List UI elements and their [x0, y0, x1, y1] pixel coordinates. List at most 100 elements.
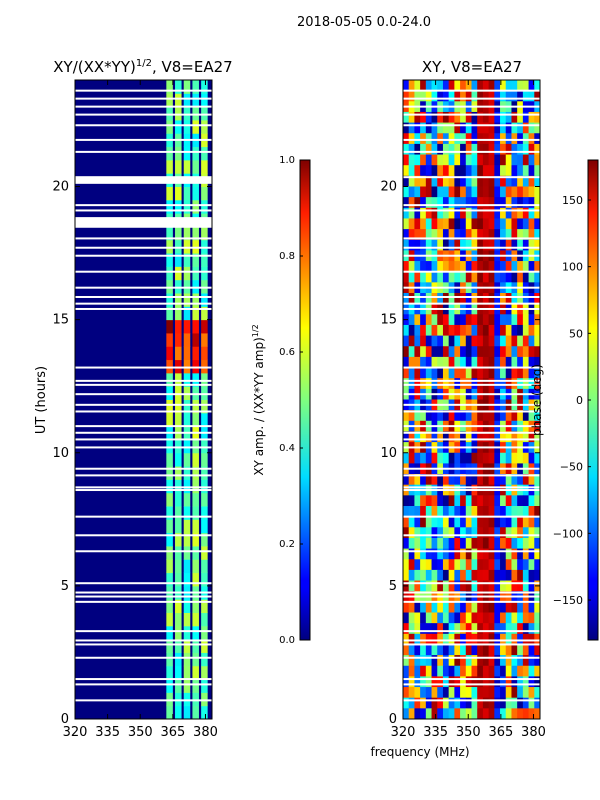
phase-cell [522, 378, 529, 390]
phase-cell [425, 474, 432, 486]
phase-cell [482, 143, 490, 155]
amplitude-cell [175, 532, 182, 547]
phase-cell [482, 676, 490, 688]
amplitude-cell [192, 253, 199, 267]
phase-cell [454, 197, 461, 209]
phase-cell [442, 239, 450, 251]
phase-cell [437, 527, 444, 539]
amplitude-cell [183, 359, 191, 374]
phase-cell [460, 154, 467, 166]
phase-cell [460, 324, 467, 336]
phase-cell [437, 271, 444, 283]
phase-cell [420, 261, 427, 273]
phase-cell [482, 133, 490, 145]
phase-cell [500, 569, 507, 581]
amplitude-cell [192, 625, 199, 640]
phase-cell [511, 665, 518, 677]
phase-cell [408, 186, 415, 198]
phase-flag-gap [403, 97, 540, 100]
phase-cell [477, 229, 484, 241]
phase-cell [460, 80, 467, 92]
phase-cell [528, 239, 535, 251]
phase-cell [414, 612, 421, 624]
phase-cell [414, 687, 421, 699]
phase-cell [414, 80, 421, 92]
amplitude-cell [183, 466, 191, 480]
phase-cell [408, 239, 415, 251]
phase-cell [488, 537, 495, 549]
phase-cell [471, 623, 478, 635]
phase-cell [511, 687, 518, 699]
amplitude-cell [201, 346, 208, 361]
phase-cell [500, 452, 507, 464]
amplitude-flag-gap [75, 124, 212, 127]
amplitude-flag-gap [75, 383, 212, 386]
phase-cell [477, 548, 484, 560]
phase-cell [425, 218, 432, 230]
phase-cell [488, 527, 495, 539]
phase-cell [454, 495, 461, 507]
amplitude-cell [166, 612, 173, 627]
phase-cell [477, 175, 484, 187]
phase-cell [465, 623, 472, 635]
amplitude-cell [201, 372, 208, 387]
phase-cell [505, 111, 512, 123]
amplitude-cell [183, 545, 191, 560]
phase-cell [420, 143, 427, 155]
amplitude-cell [183, 199, 191, 214]
phase-cell [511, 356, 518, 368]
phase-cell [505, 601, 512, 613]
phase-flag-gap [403, 534, 540, 537]
amplitude-cell [192, 572, 199, 587]
phase-cell [494, 708, 501, 719]
phase-cell [403, 324, 410, 336]
phase-cell [425, 633, 432, 645]
phase-cell [488, 367, 495, 379]
phase-cell [425, 687, 432, 699]
phase-cell [517, 506, 524, 518]
phase-cell [477, 154, 484, 166]
phase-cell [482, 495, 490, 507]
phase-cell [408, 633, 415, 645]
phase-cell [460, 346, 467, 358]
amplitude-cell [201, 452, 208, 467]
amplitude-cell [192, 119, 199, 134]
phase-cell [403, 80, 410, 92]
phase-cell [403, 271, 410, 283]
phase-cell [528, 335, 535, 347]
phase-cell [494, 516, 501, 528]
phase-cell [528, 197, 535, 209]
phase-cell [442, 335, 450, 347]
amplitude-cell [183, 692, 191, 707]
phase-cell [500, 612, 507, 624]
phase-cell [437, 580, 444, 592]
amplitude-xtick-label: 350 [128, 725, 153, 740]
phase-cell [517, 708, 524, 719]
amplitude-cell [175, 452, 182, 467]
phase-cell [494, 143, 501, 155]
phase-cell [425, 378, 432, 390]
phase-cell [505, 207, 512, 219]
phase-flag-gap [403, 438, 540, 441]
phase-cell [511, 633, 518, 645]
phase-cell [517, 410, 524, 422]
phase-cell [528, 293, 535, 305]
phase-cell [414, 367, 421, 379]
phase-cell [522, 431, 529, 443]
phase-cell [482, 207, 490, 219]
phase-cell [534, 665, 540, 677]
amplitude-cell [192, 159, 199, 174]
phase-cell [414, 356, 421, 368]
phase-cell [431, 356, 438, 368]
phase-cell [534, 111, 540, 123]
amplitude-cell [175, 159, 182, 174]
amplitude-cell [192, 399, 199, 414]
phase-cell [420, 410, 427, 422]
amplitude-cell [166, 226, 173, 241]
phase-cell [505, 367, 512, 379]
phase-cell [460, 687, 467, 699]
phase-cell [420, 580, 427, 592]
amplitude-cell [175, 346, 182, 361]
phase-cell [408, 122, 415, 134]
phase-cell [471, 687, 478, 699]
